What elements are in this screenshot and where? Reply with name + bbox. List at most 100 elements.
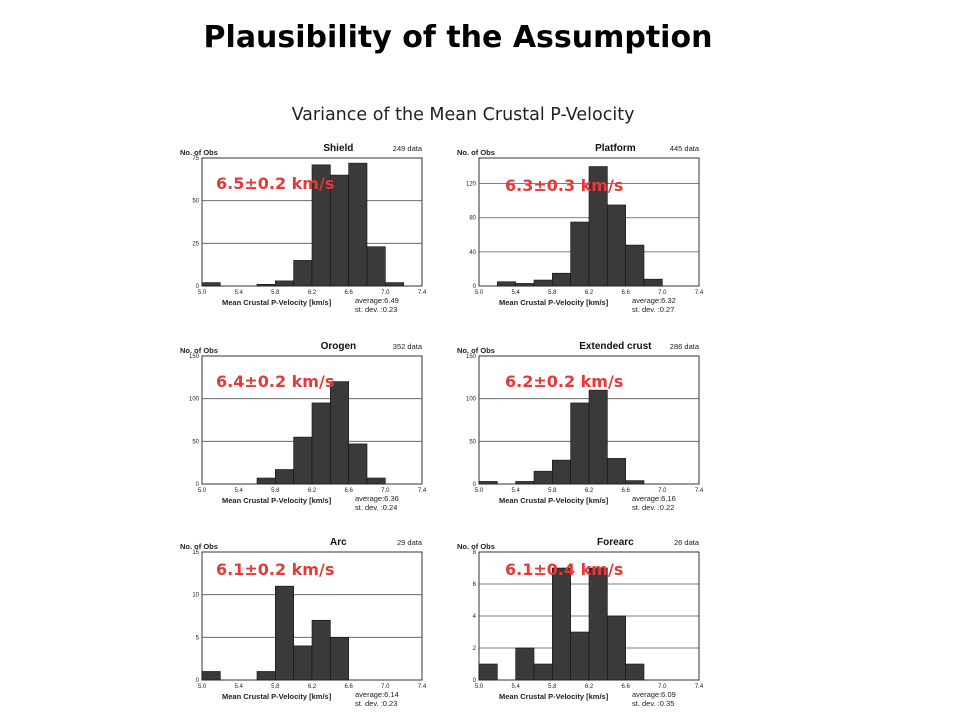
x-tick-label: 6.2 (585, 290, 594, 296)
x-tick-label: 7.0 (381, 488, 390, 494)
histogram-svg: 0 50 100 150 5.0 5.4 5.8 6.2 6.6 7.0 7.4 Orogen 352 … (180, 341, 427, 512)
histogram-svg: 0 40 80 120 5.0 5.4 5.8 6.2 6.6 7.0 7.4 Platform 445… (457, 143, 704, 314)
y-tick-label: 8 (473, 550, 477, 556)
y-axis-label: No. of Obs (457, 346, 495, 355)
x-axis-label: Mean Crustal P-Velocity [km/s] (499, 298, 609, 307)
panel-title: Platform (595, 143, 636, 154)
stdev-label: st. dev. :0.22 (632, 503, 674, 512)
histogram-bar (385, 282, 404, 287)
x-tick-label: 5.0 (198, 488, 207, 494)
slide-subtitle: Variance of the Mean Crustal P-Velocity (291, 105, 635, 125)
x-tick-label: 5.4 (234, 684, 243, 690)
y-tick-label: 2 (473, 646, 477, 652)
data-count: 26 data (674, 538, 700, 547)
histogram-bar (348, 443, 368, 485)
y-axis-label: No. of Obs (457, 148, 495, 157)
x-tick-label: 5.0 (475, 684, 484, 690)
x-tick-label: 5.4 (511, 290, 520, 296)
histogram-bar (625, 244, 645, 287)
y-tick-label: 15 (192, 550, 199, 556)
histogram-bar (293, 260, 313, 287)
x-tick-label: 5.0 (198, 684, 207, 690)
y-tick-label: 0 (473, 678, 477, 684)
histogram-bar (515, 283, 535, 287)
y-tick-label: 80 (469, 216, 476, 222)
average-label: average:6.49 (355, 296, 399, 305)
histogram-bar (201, 671, 221, 681)
histogram-bar (570, 221, 590, 287)
histogram-bar (497, 281, 516, 287)
histogram-bar (607, 615, 626, 681)
histogram-forearc: 0 2 4 6 8 5.0 5.4 5.8 6.2 6.6 7.0 7.4 Forearc 26 data… (455, 532, 717, 712)
y-tick-label: 10 (192, 593, 199, 599)
stdev-label: st. dev. :0.23 (355, 305, 397, 314)
histogram-bar (533, 663, 553, 681)
histogram-bar (570, 402, 590, 485)
y-tick-label: 50 (192, 439, 199, 445)
histogram-platform: 0 40 80 120 5.0 5.4 5.8 6.2 6.6 7.0 7.4 Platform 445… (455, 138, 717, 318)
x-tick-label: 6.6 (344, 488, 353, 494)
y-tick-label: 4 (473, 614, 477, 620)
x-tick-label: 7.4 (418, 684, 427, 690)
y-tick-label: 100 (189, 397, 200, 403)
stdev-label: st. dev. :0.23 (355, 699, 397, 708)
x-tick-label: 6.6 (621, 488, 630, 494)
x-tick-label: 5.8 (548, 290, 557, 296)
histogram-bar (366, 246, 386, 287)
histogram-bar (588, 389, 608, 485)
y-tick-label: 5 (196, 635, 200, 641)
x-tick-label: 5.4 (234, 290, 243, 296)
x-tick-label: 7.0 (658, 488, 667, 494)
average-label: average:6.36 (355, 494, 399, 503)
y-tick-label: 75 (192, 156, 199, 162)
data-count: 29 data (397, 538, 423, 547)
histogram-bar (625, 480, 645, 485)
x-tick-label: 5.8 (271, 488, 280, 494)
histogram-bar (201, 282, 221, 287)
y-tick-label: 120 (466, 182, 477, 188)
histogram-svg: 0 25 50 75 5.0 5.4 5.8 6.2 6.6 7.0 7.4 Shield 249 da… (180, 143, 427, 314)
x-axis-label: Mean Crustal P-Velocity [km/s] (222, 496, 332, 505)
x-tick-label: 5.4 (511, 488, 520, 494)
y-axis-label: No. of Obs (180, 346, 218, 355)
histogram-bar (293, 645, 313, 681)
average-label: average:6.32 (632, 296, 676, 305)
x-tick-label: 6.6 (344, 290, 353, 296)
histogram-bar (625, 663, 645, 681)
histogram-orogen: 0 50 100 150 5.0 5.4 5.8 6.2 6.6 7.0 7.4 Orogen 352 … (178, 336, 440, 516)
x-tick-label: 6.6 (344, 684, 353, 690)
platform-velocity-label: 6.3±0.3 km/s (505, 176, 624, 195)
histogram-bar (330, 637, 349, 681)
histogram-bar (552, 567, 571, 681)
histogram-bar (256, 283, 276, 287)
y-tick-label: 40 (469, 250, 476, 256)
y-tick-label: 0 (196, 678, 200, 684)
histogram-svg: 0 50 100 150 5.0 5.4 5.8 6.2 6.6 7.0 7.4 Extended c… (457, 341, 704, 512)
x-tick-label: 6.2 (308, 488, 317, 494)
panel-title: Arc (330, 537, 347, 548)
x-tick-label: 6.2 (308, 290, 317, 296)
histogram-bar (607, 458, 626, 485)
histogram-bar (570, 631, 590, 681)
y-tick-label: 0 (196, 482, 200, 488)
histogram-bar (275, 469, 294, 485)
x-axis-label: Mean Crustal P-Velocity [km/s] (499, 496, 609, 505)
y-tick-label: 0 (196, 284, 200, 290)
data-count: 352 data (393, 342, 423, 351)
histogram-bar (311, 402, 331, 485)
x-tick-label: 7.4 (418, 488, 427, 494)
y-tick-label: 50 (469, 439, 476, 445)
histogram-bar (293, 436, 313, 485)
histogram-extended-crust: 0 50 100 150 5.0 5.4 5.8 6.2 6.6 7.0 7.4 Extended c… (455, 336, 717, 516)
y-axis-label: No. of Obs (457, 542, 495, 551)
average-label: average:6.16 (632, 494, 676, 503)
y-tick-label: 0 (473, 284, 477, 290)
slide-title: Plausibility of the Assumption (203, 20, 713, 55)
histogram-bar (275, 585, 294, 681)
y-tick-label: 0 (473, 482, 477, 488)
histogram-bar (478, 481, 498, 485)
x-axis-label: Mean Crustal P-Velocity [km/s] (222, 298, 332, 307)
x-tick-label: 5.8 (548, 684, 557, 690)
x-tick-label: 5.0 (198, 290, 207, 296)
x-tick-label: 6.2 (308, 684, 317, 690)
